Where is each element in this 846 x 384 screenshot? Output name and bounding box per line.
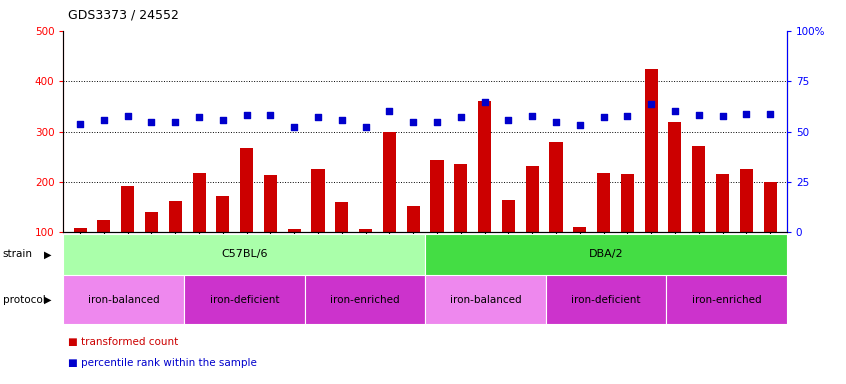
Bar xyxy=(407,206,420,283)
Point xyxy=(406,119,420,126)
Point xyxy=(716,113,729,119)
Bar xyxy=(193,173,206,283)
Text: iron-deficient: iron-deficient xyxy=(210,295,279,305)
Bar xyxy=(739,169,753,283)
Bar xyxy=(668,122,682,283)
Point xyxy=(382,108,396,114)
Bar xyxy=(359,229,372,283)
Point xyxy=(596,114,610,121)
Bar xyxy=(121,186,135,283)
Point xyxy=(359,124,372,131)
Text: GDS3373 / 24552: GDS3373 / 24552 xyxy=(68,8,179,21)
Point xyxy=(763,111,777,117)
Point xyxy=(240,112,254,118)
Bar xyxy=(240,147,253,283)
Bar xyxy=(288,229,301,283)
Point xyxy=(621,113,634,119)
Bar xyxy=(305,275,426,324)
Text: ▶: ▶ xyxy=(44,295,52,305)
Bar xyxy=(546,275,667,324)
Bar xyxy=(692,146,706,283)
Text: DBA/2: DBA/2 xyxy=(589,249,624,260)
Point xyxy=(335,118,349,124)
Point xyxy=(97,118,111,124)
Bar xyxy=(335,202,349,283)
Point xyxy=(168,119,182,126)
Point xyxy=(145,119,158,126)
Bar xyxy=(502,200,515,283)
Point xyxy=(288,124,301,131)
Point xyxy=(668,108,682,114)
Point xyxy=(121,113,135,119)
Bar xyxy=(63,275,184,324)
Bar xyxy=(597,173,610,283)
Bar xyxy=(425,234,787,275)
Point xyxy=(645,101,658,107)
Bar xyxy=(549,142,563,283)
Bar xyxy=(716,174,729,283)
Text: iron-enriched: iron-enriched xyxy=(692,295,761,305)
Point xyxy=(525,113,539,119)
Point xyxy=(478,99,492,105)
Bar xyxy=(63,234,425,275)
Text: iron-deficient: iron-deficient xyxy=(571,295,640,305)
Bar xyxy=(478,101,492,283)
Bar xyxy=(764,182,777,283)
Point xyxy=(431,119,444,126)
Bar xyxy=(264,175,277,283)
Point xyxy=(264,112,277,118)
Point xyxy=(502,118,515,124)
Text: ■ percentile rank within the sample: ■ percentile rank within the sample xyxy=(68,358,256,368)
Bar xyxy=(168,201,182,283)
Bar xyxy=(574,227,586,283)
Text: iron-enriched: iron-enriched xyxy=(330,295,399,305)
Bar xyxy=(621,174,634,283)
Text: iron-balanced: iron-balanced xyxy=(449,295,521,305)
Text: C57BL/6: C57BL/6 xyxy=(221,249,267,260)
Point xyxy=(692,112,706,118)
Point xyxy=(216,118,229,124)
Point xyxy=(573,122,586,129)
Text: ■ transformed count: ■ transformed count xyxy=(68,337,178,347)
Bar xyxy=(145,212,158,283)
Bar xyxy=(184,275,305,324)
Bar xyxy=(74,228,86,283)
Bar xyxy=(383,131,396,283)
Point xyxy=(454,114,468,121)
Bar xyxy=(645,68,657,283)
Text: ▶: ▶ xyxy=(44,249,52,260)
Text: protocol: protocol xyxy=(3,295,46,305)
Text: strain: strain xyxy=(3,249,32,260)
Text: iron-balanced: iron-balanced xyxy=(88,295,160,305)
Bar xyxy=(431,160,443,283)
Point xyxy=(549,119,563,126)
Bar xyxy=(425,275,546,324)
Bar xyxy=(667,275,787,324)
Point xyxy=(739,111,753,117)
Point xyxy=(74,121,87,127)
Point xyxy=(311,114,325,121)
Bar xyxy=(311,169,325,283)
Point xyxy=(192,114,206,121)
Bar xyxy=(525,166,539,283)
Bar xyxy=(454,164,467,283)
Bar xyxy=(97,220,111,283)
Bar xyxy=(217,196,229,283)
